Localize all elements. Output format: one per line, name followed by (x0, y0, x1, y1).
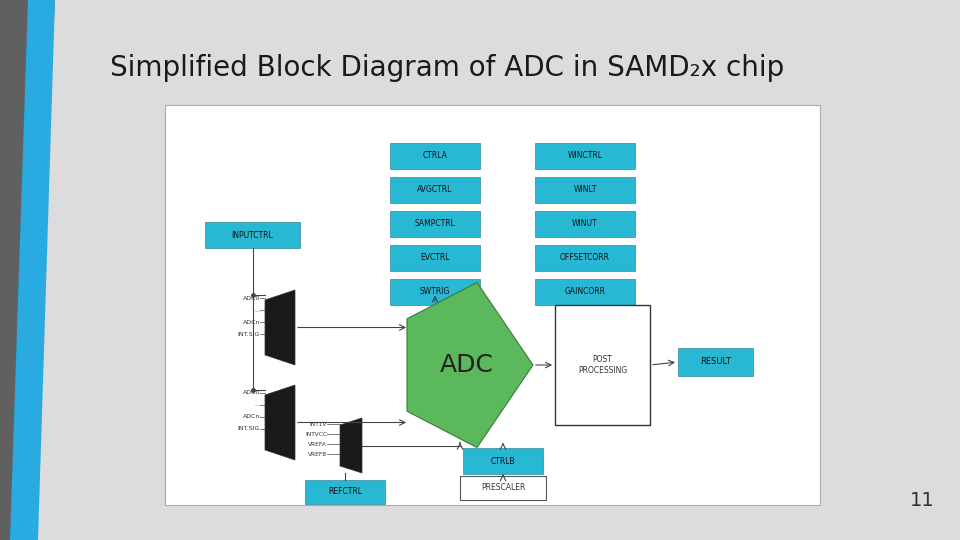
Text: ADC0: ADC0 (243, 295, 260, 300)
Bar (535, 211, 635, 237)
Polygon shape (265, 290, 295, 365)
Text: PRESCALER: PRESCALER (481, 483, 525, 492)
Text: ...: ... (254, 402, 260, 408)
Text: SAMPCTRL: SAMPCTRL (415, 219, 455, 228)
Text: ...: ... (254, 307, 260, 313)
Text: EVCTRL: EVCTRL (420, 253, 449, 262)
Text: AVGCTRL: AVGCTRL (418, 186, 453, 194)
Bar (463, 448, 543, 474)
Polygon shape (0, 0, 55, 540)
Text: Simplified Block Diagram of ADC in SAMD₂x chip: Simplified Block Diagram of ADC in SAMD₂… (110, 54, 784, 82)
Bar (390, 279, 480, 305)
Text: RESULT: RESULT (700, 357, 731, 367)
Text: GAINCORR: GAINCORR (564, 287, 606, 296)
Bar (678, 348, 753, 376)
Text: VREFA: VREFA (308, 442, 327, 447)
Text: REFCTRL: REFCTRL (328, 488, 362, 496)
Text: INTVCC: INTVCC (305, 431, 327, 436)
Bar (390, 211, 480, 237)
Bar (390, 143, 480, 169)
Bar (205, 222, 300, 248)
Text: ADC0: ADC0 (243, 390, 260, 395)
Text: INPUTCTRL: INPUTCTRL (231, 231, 274, 240)
Text: INT1V: INT1V (310, 422, 327, 427)
Text: ADCn: ADCn (243, 320, 260, 325)
Bar (390, 177, 480, 203)
Text: 11: 11 (910, 491, 935, 510)
Text: VREFB: VREFB (308, 451, 327, 456)
Text: INT.SIG: INT.SIG (238, 332, 260, 336)
Text: CTRLB: CTRLB (491, 456, 516, 465)
Text: WINLT: WINLT (573, 186, 597, 194)
Bar (305, 480, 385, 504)
Bar (535, 143, 635, 169)
Text: OFFSETCORR: OFFSETCORR (560, 253, 610, 262)
Text: ADC: ADC (441, 353, 494, 377)
Text: CTRLA: CTRLA (422, 152, 447, 160)
Bar (390, 245, 480, 271)
Text: SWTRIG: SWTRIG (420, 287, 450, 296)
Text: WINUT: WINUT (572, 219, 598, 228)
Text: INT.SIG: INT.SIG (238, 427, 260, 431)
Bar (555, 305, 650, 425)
Bar (535, 177, 635, 203)
Bar (535, 245, 635, 271)
Polygon shape (340, 418, 362, 473)
Text: WINCTRL: WINCTRL (567, 152, 603, 160)
Bar (460, 476, 546, 500)
Polygon shape (265, 385, 295, 460)
Bar (165, 105, 820, 505)
Bar (535, 279, 635, 305)
Text: ADCn: ADCn (243, 415, 260, 420)
Text: POST
PROCESSING: POST PROCESSING (578, 355, 627, 375)
Polygon shape (10, 0, 55, 540)
Polygon shape (407, 282, 533, 448)
